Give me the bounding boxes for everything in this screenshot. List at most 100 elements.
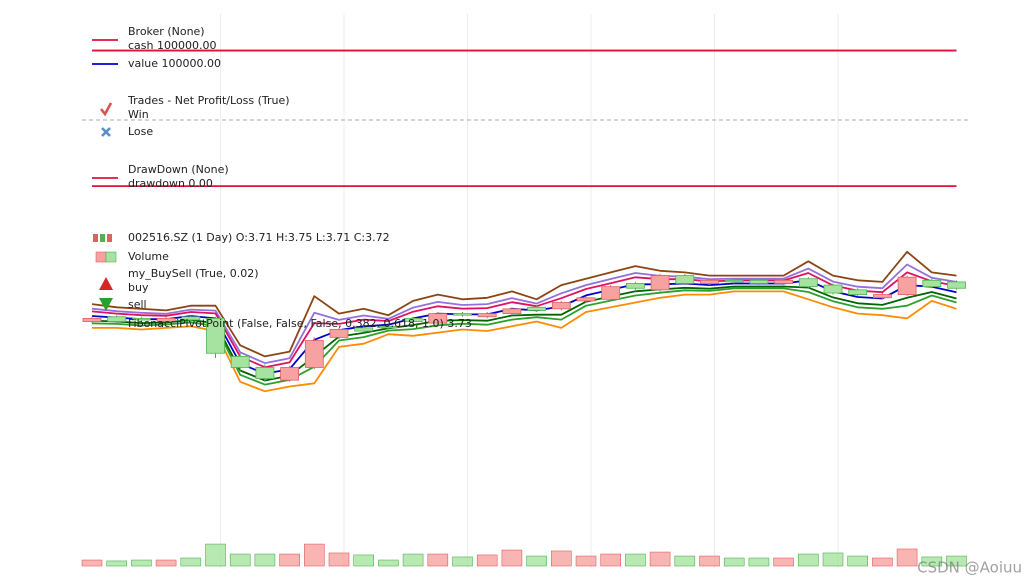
volume-bar xyxy=(896,548,918,567)
legend-marker xyxy=(99,298,113,311)
volume-bar xyxy=(254,553,276,567)
candle-body xyxy=(551,302,571,310)
indicator-line xyxy=(91,263,957,364)
volume-bar xyxy=(328,552,350,567)
candle-body xyxy=(280,367,300,381)
legend-swatch xyxy=(95,251,107,263)
legend-swatch xyxy=(93,234,98,242)
legend-title: 002516.SZ (1 Day) O:3.71 H:3.75 L:3.71 C… xyxy=(128,231,390,244)
volume-bar xyxy=(822,552,844,567)
volume-bar xyxy=(229,553,251,567)
legend-layer: Broker (None)cash 100000.00 value 100000.… xyxy=(92,25,472,330)
candle-body xyxy=(527,306,546,311)
candle-body xyxy=(675,275,695,284)
candle-body xyxy=(403,317,423,322)
legend-label: Lose xyxy=(128,125,153,138)
candle-body xyxy=(947,281,966,289)
legend-label: sell xyxy=(128,298,147,311)
candle-body xyxy=(650,275,670,291)
volume-bar xyxy=(155,559,177,567)
plot-layer xyxy=(81,49,968,567)
candle-body xyxy=(502,308,522,315)
volume-bar xyxy=(303,543,325,567)
legend-title: Trades - Net Profit/Loss (True) xyxy=(127,94,290,107)
volume-bar xyxy=(526,555,547,567)
indicator-line xyxy=(91,250,957,358)
volume-bar xyxy=(427,553,449,567)
volume-bar xyxy=(452,556,473,567)
volume-bar xyxy=(797,553,819,567)
candle-body xyxy=(156,317,176,322)
volume-bar xyxy=(872,557,893,567)
legend-label: value 100000.00 xyxy=(128,57,221,70)
volume-bar xyxy=(674,555,696,567)
legend-swatch xyxy=(107,234,112,242)
legend-marker xyxy=(99,277,113,290)
candle-body xyxy=(576,297,596,302)
volume-bar xyxy=(476,554,498,567)
volume-bar xyxy=(575,555,597,567)
volume-bar xyxy=(649,551,671,567)
candle-body xyxy=(378,325,398,329)
candle-body xyxy=(749,279,769,284)
volume-bar xyxy=(550,550,572,567)
candle-body xyxy=(131,317,151,321)
candle-body xyxy=(255,367,275,379)
volume-bar xyxy=(773,557,794,567)
legend-swatch xyxy=(105,251,117,263)
candle-body xyxy=(897,276,917,295)
volume-bar xyxy=(353,554,375,567)
legend-title: DrawDown (None) xyxy=(128,163,229,176)
candle-body xyxy=(107,316,127,322)
candle-body xyxy=(823,284,843,294)
legend-label: drawdown 0.00 xyxy=(128,177,213,190)
candle-body xyxy=(329,329,349,338)
volume-bar xyxy=(946,555,967,567)
volume-bar xyxy=(921,556,943,567)
legend-marker xyxy=(101,127,111,137)
candle-body xyxy=(82,317,102,322)
volume-bar xyxy=(847,555,869,567)
candle-body xyxy=(798,278,818,288)
volume-bar xyxy=(501,549,523,567)
candle-body xyxy=(626,283,645,289)
candle-body xyxy=(774,279,793,284)
indicator-line xyxy=(92,290,957,393)
indicator-line xyxy=(91,271,957,369)
candle-body xyxy=(601,286,621,300)
candle-body xyxy=(354,327,374,332)
candle-body xyxy=(700,279,719,284)
volume-bar xyxy=(748,557,770,567)
volume-bar xyxy=(279,553,300,567)
volume-bar xyxy=(106,560,127,567)
candle-body xyxy=(477,313,497,318)
legend-marker xyxy=(99,102,113,117)
volume-bar xyxy=(402,553,424,567)
candle-body xyxy=(181,316,201,321)
volume-bar xyxy=(81,559,103,567)
candle-body xyxy=(922,279,942,288)
watermark: CSDN @Aoiuu xyxy=(917,559,1022,577)
candle-body xyxy=(873,294,892,299)
candle-body xyxy=(304,340,324,368)
legend-title: FibonacciPivotPoint (False, False, False… xyxy=(128,317,472,330)
volume-bar xyxy=(699,555,720,567)
candle-body xyxy=(230,355,250,368)
legend-title: Broker (None) xyxy=(128,25,205,38)
legend-label: cash 100000.00 xyxy=(128,39,216,52)
candle-body xyxy=(428,313,448,324)
volume-bar xyxy=(600,553,622,567)
legend-label: buy xyxy=(128,281,149,294)
legend-swatch xyxy=(100,234,105,242)
legend-label: Win xyxy=(128,108,149,121)
candle-body xyxy=(206,317,225,354)
volume-bar xyxy=(131,559,152,567)
candle-body xyxy=(453,313,472,316)
legend-label: Volume xyxy=(128,250,169,263)
candle-body xyxy=(848,289,868,295)
legend-title: my_BuySell (True, 0.02) xyxy=(128,267,259,280)
volume-bar xyxy=(180,557,202,567)
volume-bar xyxy=(625,553,646,567)
candle-body xyxy=(724,279,744,283)
